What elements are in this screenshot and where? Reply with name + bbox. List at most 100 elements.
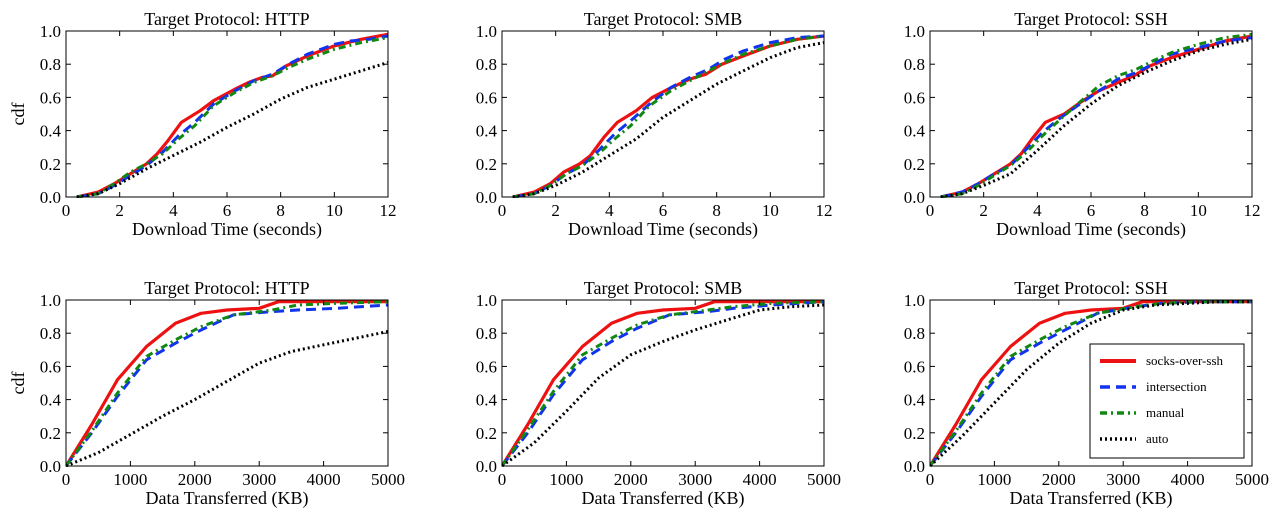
series-line-socks-over-ssh (502, 300, 824, 467)
series-lines (512, 34, 824, 198)
y-tick-label: 0.6 (904, 357, 925, 376)
y-axis-label: cdf (8, 372, 28, 395)
y-tick-label: 0.6 (40, 357, 61, 376)
x-tick-label: 4000 (307, 470, 341, 489)
series-line-intersection (512, 34, 824, 198)
x-tick-label: 8 (1140, 201, 1149, 220)
y-tick-label: 0.8 (904, 55, 925, 74)
y-tick-label: 1.0 (40, 291, 61, 310)
series-line-manual (76, 36, 388, 198)
y-tick-label: 0.4 (904, 122, 926, 141)
plot-frame (929, 30, 1253, 198)
x-axis-label: Data Transferred (KB) (582, 488, 745, 509)
x-tick-label: 0 (498, 470, 507, 489)
x-tick-label: 1000 (977, 470, 1011, 489)
x-tick-label: 10 (1190, 201, 1207, 220)
series-line-auto (502, 303, 824, 467)
series-line-intersection (76, 34, 388, 198)
y-tick-label: 0.2 (40, 424, 61, 443)
y-tick-label: 0.8 (40, 324, 61, 343)
chart-panel-5: 0 1000 2000 3000 4000 5000 0.0 0.2 0.4 0.6 0.8 1.0 T… (476, 278, 841, 509)
x-tick-label: 8 (712, 201, 721, 220)
y-axis-label: cdf (8, 103, 28, 126)
plot-frame (929, 299, 1253, 467)
y-tick-label: 0.4 (476, 122, 498, 141)
x-tick-label: 2 (551, 201, 560, 220)
x-tick-label: 8 (276, 201, 285, 220)
x-tick-label: 5000 (807, 470, 841, 489)
series-line-manual (502, 300, 824, 467)
x-tick-label: 10 (326, 201, 343, 220)
series-lines (930, 300, 1252, 467)
y-tick-label: 0.2 (904, 424, 925, 443)
chart-panel-2: 0 2 4 6 8 10 12 0.0 0.2 0.4 0.6 0.8 1.0 Target Protoc… (476, 9, 833, 240)
series-line-intersection (66, 303, 388, 467)
series-lines (76, 32, 388, 198)
chart-panel-4: 0 1000 2000 3000 4000 5000 0.0 0.2 0.4 0.6 0.8 1.0 T… (8, 278, 405, 509)
legend-label: manual (1146, 405, 1185, 420)
y-tick-label: 1.0 (476, 22, 497, 41)
y-tick-label: 0.4 (40, 122, 62, 141)
x-tick-label: 2000 (614, 470, 648, 489)
y-tick-label: 0.6 (904, 88, 925, 107)
x-axis-label: Download Time (seconds) (996, 219, 1186, 240)
x-tick-label: 4000 (1171, 470, 1205, 489)
x-tick-label: 6 (659, 201, 668, 220)
series-line-socks-over-ssh (66, 300, 388, 467)
x-tick-label: 4 (169, 201, 178, 220)
chart-title: Target Protocol: SMB (584, 278, 742, 298)
chart-panel-3: 0 2 4 6 8 10 12 0.0 0.2 0.4 0.6 0.8 1.0 Target Protoc… (904, 9, 1261, 240)
series-lines (66, 300, 388, 467)
x-axis-label: Download Time (seconds) (132, 219, 322, 240)
x-axis-label: Data Transferred (KB) (1010, 488, 1173, 509)
series-lines (502, 300, 824, 467)
y-tick-label: 0.2 (476, 155, 497, 174)
y-tick-label: 1.0 (904, 291, 925, 310)
y-tick-label: 0.6 (476, 357, 497, 376)
series-line-manual (66, 300, 388, 467)
chart-title: Target Protocol: HTTP (144, 9, 309, 29)
series-line-intersection (940, 36, 1252, 198)
series-lines (940, 32, 1252, 198)
y-tick-label: 0.6 (476, 88, 497, 107)
x-tick-label: 0 (62, 470, 71, 489)
legend-label: intersection (1146, 379, 1207, 394)
chart-title: Target Protocol: HTTP (144, 278, 309, 298)
chart-panel-6: 0 1000 2000 3000 4000 5000 0.0 0.2 0.4 0.6 0.8 1.0 T… (904, 278, 1269, 509)
y-tick-label: 0.8 (476, 324, 497, 343)
y-tick-label: 0.0 (904, 457, 925, 476)
series-line-manual (930, 300, 1252, 467)
chart-title: Target Protocol: SSH (1014, 278, 1167, 298)
x-tick-label: 5000 (1235, 470, 1269, 489)
x-tick-label: 6 (223, 201, 232, 220)
x-tick-label: 2 (115, 201, 124, 220)
y-tick-label: 0.6 (40, 88, 61, 107)
plot-frame (501, 299, 825, 467)
x-tick-label: 4 (605, 201, 614, 220)
x-tick-label: 2000 (178, 470, 212, 489)
y-tick-label: 0.2 (476, 424, 497, 443)
y-tick-label: 1.0 (40, 22, 61, 41)
legend-label: socks-over-ssh (1146, 353, 1224, 368)
y-tick-label: 0.0 (40, 457, 61, 476)
y-tick-label: 0.8 (40, 55, 61, 74)
legend-label: auto (1146, 431, 1168, 446)
y-tick-label: 0.2 (904, 155, 925, 174)
x-tick-label: 12 (816, 201, 833, 220)
series-line-manual (512, 34, 824, 198)
y-tick-label: 0.0 (904, 188, 925, 207)
x-tick-label: 3000 (242, 470, 276, 489)
plot-frame (65, 30, 389, 198)
chart-panel-1: 0 2 4 6 8 10 12 0.0 0.2 0.4 0.6 0.8 1.0 Target Protoc… (8, 9, 397, 240)
y-tick-label: 0.8 (904, 324, 925, 343)
x-tick-label: 1000 (549, 470, 583, 489)
y-tick-label: 1.0 (904, 22, 925, 41)
y-tick-label: 1.0 (476, 291, 497, 310)
chart-title: Target Protocol: SSH (1014, 9, 1167, 29)
y-tick-label: 0.4 (904, 391, 926, 410)
y-tick-label: 0.8 (476, 55, 497, 74)
x-tick-label: 3000 (1106, 470, 1140, 489)
series-line-auto (76, 61, 388, 198)
y-tick-label: 0.4 (40, 391, 62, 410)
